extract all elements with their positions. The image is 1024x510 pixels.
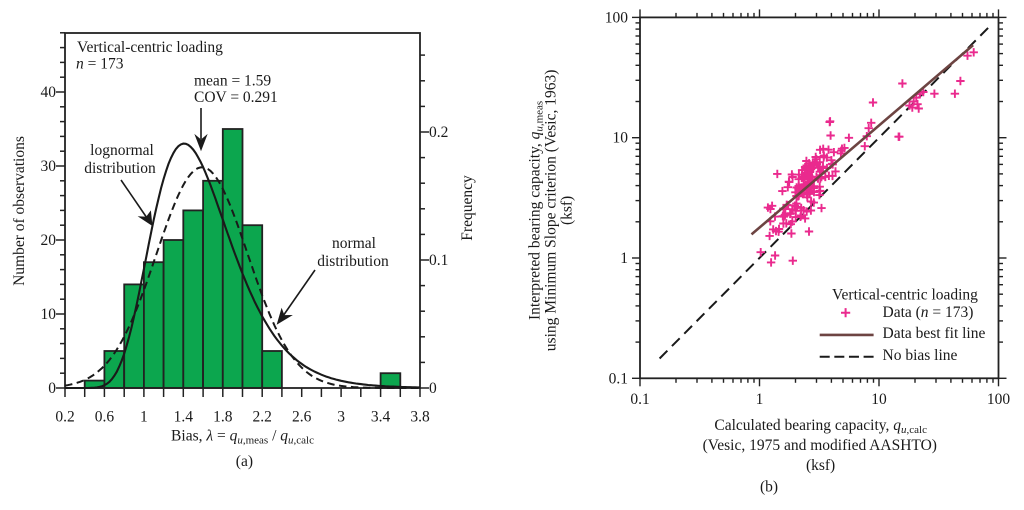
svg-text:1: 1 (756, 391, 764, 408)
svg-text:(ksf): (ksf) (806, 457, 835, 474)
svg-text:Vertical-centric loading: Vertical-centric loading (832, 286, 978, 303)
svg-text:0: 0 (48, 380, 56, 397)
svg-text:3: 3 (337, 409, 345, 426)
svg-text:using Minimum Slope criterion: using Minimum Slope criterion (Vesic, 19… (542, 70, 559, 352)
svg-text:distribution: distribution (317, 253, 389, 270)
svg-text:3.4: 3.4 (371, 409, 391, 426)
svg-text:10: 10 (41, 306, 57, 323)
svg-text:COV = 0.291: COV = 0.291 (194, 89, 278, 106)
svg-text:3.8: 3.8 (410, 409, 430, 426)
svg-text:40: 40 (41, 84, 57, 101)
svg-text:0.1: 0.1 (429, 252, 448, 269)
svg-text:2.2: 2.2 (253, 409, 272, 426)
svg-text:1.8: 1.8 (213, 409, 233, 426)
svg-text:Number of observations: Number of observations (11, 136, 28, 286)
svg-text:No bias line: No bias line (883, 347, 958, 364)
svg-text:(a): (a) (236, 453, 253, 470)
svg-text:Calculated bearing capacity, q: Calculated bearing capacity, qu,calc (714, 417, 927, 436)
svg-text:1.4: 1.4 (174, 409, 194, 426)
svg-text:Bias, λ = qu,meas / qu,calc: Bias, λ = qu,meas / qu,calc (171, 428, 314, 447)
svg-text:0.1: 0.1 (630, 391, 649, 408)
svg-text:lognormal: lognormal (90, 142, 154, 159)
svg-text:(Vesic, 1975 and modified AASH: (Vesic, 1975 and modified AASHTO) (703, 437, 937, 454)
svg-text:Interpreted bearing capacity,: Interpreted bearing capacity, qu,meas (526, 101, 545, 320)
svg-text:distribution: distribution (84, 160, 156, 177)
svg-text:10: 10 (871, 391, 887, 408)
svg-text:mean = 1.59: mean = 1.59 (194, 73, 271, 90)
svg-text:Data best fit line: Data best fit line (883, 325, 986, 342)
svg-text:0.2: 0.2 (429, 124, 448, 141)
svg-text:Data (n = 173): Data (n = 173) (883, 304, 974, 321)
svg-text:100: 100 (605, 9, 629, 26)
svg-text:1: 1 (620, 250, 628, 267)
svg-text:20: 20 (41, 232, 57, 249)
svg-text:100: 100 (987, 391, 1011, 408)
svg-text:0: 0 (429, 380, 437, 397)
svg-text:2.6: 2.6 (292, 409, 312, 426)
svg-text:Frequency: Frequency (459, 175, 476, 241)
svg-text:normal: normal (332, 235, 376, 252)
svg-text:0.1: 0.1 (609, 370, 628, 387)
svg-text:n = 173: n = 173 (76, 56, 124, 73)
svg-text:30: 30 (41, 158, 57, 175)
svg-text:(ksf): (ksf) (558, 196, 575, 225)
svg-text:(b): (b) (760, 479, 778, 496)
svg-text:0.6: 0.6 (95, 409, 115, 426)
svg-text:10: 10 (613, 130, 629, 147)
svg-text:0.2: 0.2 (55, 409, 74, 426)
svg-text:Vertical-centric loading: Vertical-centric loading (77, 39, 223, 56)
svg-text:1: 1 (140, 409, 148, 426)
